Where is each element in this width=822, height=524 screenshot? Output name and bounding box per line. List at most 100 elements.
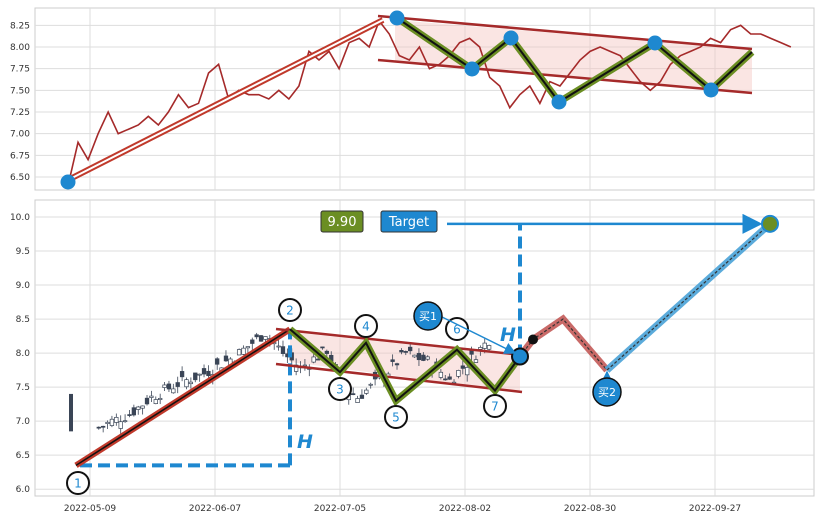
- candle-body: [140, 405, 145, 409]
- top-pivot-marker-4: [551, 94, 567, 110]
- bottom-channel-fill: [290, 332, 520, 392]
- buy1-arrow: [439, 315, 517, 354]
- candle-body: [460, 365, 465, 369]
- candle-body: [408, 346, 413, 352]
- bottom-ytick-label: 6.0: [16, 485, 31, 495]
- candle-body: [158, 397, 163, 401]
- candle-body: [438, 371, 444, 378]
- bottom-ytick-label: 8.0: [16, 349, 31, 359]
- candle-body: [311, 356, 316, 363]
- candle-body: [206, 370, 211, 377]
- bottom-channel-lower: [275, 362, 523, 394]
- bottom-zigzag-inner: [289, 328, 521, 403]
- candle-body: [118, 421, 123, 429]
- bottom-x-axis: 2022-05-09 2022-06-07 2022-07-05 2022-08-02…: [64, 504, 741, 514]
- bottom-trend-inner: [75, 328, 291, 467]
- pivot-label-7: 7: [491, 400, 499, 414]
- candle-body: [416, 353, 422, 361]
- top-channel-lower: [377, 58, 753, 95]
- candle-body: [482, 342, 487, 349]
- pivot-circle-4: [354, 314, 378, 338]
- bottom-xtick-label: 2022-09-27: [689, 504, 741, 514]
- bottom-xtick-label: 2022-05-09: [64, 504, 117, 514]
- bottom-xtick-label: 2022-08-30: [564, 504, 617, 514]
- candle-body: [96, 426, 101, 429]
- candle-body: [403, 351, 408, 353]
- pivot-label-3: 3: [336, 383, 344, 397]
- candle-body: [153, 399, 158, 405]
- pivot-circle-1: [66, 471, 90, 495]
- candle-body: [443, 378, 448, 381]
- top-pivot-marker-5: [647, 35, 663, 51]
- candle-body: [486, 345, 492, 350]
- candle-body: [412, 354, 417, 358]
- candle-body: [263, 336, 268, 340]
- top-ytick-label: 6.50: [10, 173, 30, 183]
- bottom-ytick-label: 9.0: [16, 281, 31, 291]
- candle-body: [276, 345, 281, 348]
- top-ytick-label: 7.25: [10, 108, 30, 118]
- candle-body: [315, 358, 321, 361]
- top-ytick-label: 6.75: [10, 151, 30, 161]
- pivot-circle-3: [328, 377, 352, 401]
- pivot-label-2: 2: [286, 304, 294, 318]
- candle-body: [197, 373, 202, 376]
- top-ytick-label: 8.25: [10, 21, 30, 31]
- candle-body: [465, 367, 470, 376]
- bottom-xtick-label: 2022-06-07: [189, 504, 241, 514]
- h-label-right: H: [500, 324, 516, 346]
- candle-body: [368, 383, 373, 386]
- bottom-channel-upper: [275, 327, 523, 357]
- candle-body: [144, 397, 150, 405]
- top-panel-content: [60, 10, 792, 190]
- target-marker: [761, 214, 779, 233]
- candle-body: [302, 364, 308, 367]
- candle-body: [149, 395, 154, 398]
- top-pivot-marker-3: [503, 30, 519, 46]
- buy1-label: 买1: [419, 310, 437, 323]
- bottom-y-axis: 6.0 6.5 7.0 7.5 8.0 8.5 9.0 9.5 10.0: [10, 213, 30, 495]
- candle-body: [122, 420, 128, 423]
- top-pivot-marker-1: [389, 10, 405, 26]
- target-label-text: Target: [388, 215, 429, 230]
- candle-body: [469, 350, 474, 355]
- projection-blue-inner: [606, 223, 771, 371]
- candle-body: [171, 388, 176, 394]
- candle-body: [359, 394, 365, 399]
- pivot-circle-7: [483, 394, 507, 418]
- candle-body: [127, 414, 132, 416]
- candle-body: [193, 372, 198, 381]
- bottom-ytick-label: 7.5: [16, 383, 30, 393]
- bottom-xtick-label: 2022-07-05: [314, 504, 366, 514]
- bottom-panel-content: [69, 221, 773, 468]
- pivot-circle-2: [278, 298, 302, 322]
- top-ytick-label: 7.00: [10, 130, 30, 140]
- candle-body: [245, 346, 251, 349]
- bottom-ytick-label: 10.0: [10, 213, 30, 223]
- candle-body: [473, 359, 479, 363]
- bottom-ytick-label: 9.5: [16, 247, 30, 257]
- top-channel-upper: [377, 14, 753, 51]
- top-trend-line-inner: [67, 19, 384, 181]
- breakout-dot: [528, 334, 538, 345]
- candle-body: [105, 421, 110, 425]
- top-y-axis: 6.50 6.75 7.00 7.25 7.50 7.75 8.00 8.25: [10, 21, 30, 183]
- candle-body: [394, 363, 400, 366]
- breakout-marker: [511, 347, 529, 366]
- candle-body: [399, 350, 404, 353]
- candle-body: [280, 346, 286, 354]
- top-ytick-label: 8.00: [10, 43, 30, 53]
- candle-body: [250, 339, 255, 344]
- candle-body: [166, 383, 172, 390]
- candle-body: [254, 334, 259, 338]
- pivot-circle-5: [384, 405, 408, 429]
- candle-body: [355, 398, 360, 403]
- top-ytick-label: 7.75: [10, 65, 30, 75]
- candle-body: [258, 335, 264, 342]
- bottom-xtick-label: 2022-08-02: [439, 504, 491, 514]
- candle-body: [175, 382, 180, 387]
- bottom-ytick-label: 6.5: [16, 451, 30, 461]
- candle-body: [101, 425, 106, 428]
